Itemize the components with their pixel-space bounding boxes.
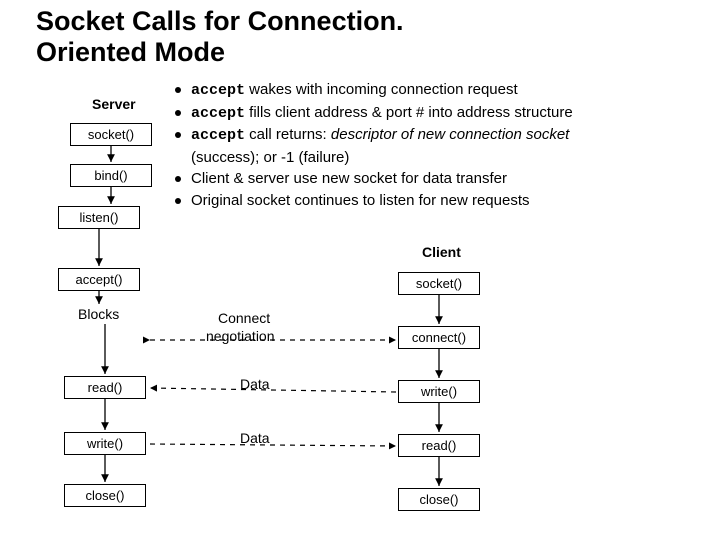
server-listen-box: listen() [58,206,140,229]
connect-msg-2: negotiation [206,328,275,344]
bullet-5: Original socket continues to listen for … [175,191,695,211]
bullet-2: accept fills client address & port # int… [175,103,695,124]
bullet-3b: (success); or -1 (failure) [175,148,695,168]
bullet-3: accept call returns: descriptor of new c… [175,125,695,146]
data-msg-2: Data [240,430,270,446]
bullet-4: Client & server use new socket for data … [175,169,695,189]
client-read-box: read() [398,434,480,457]
server-accept-box: accept() [58,268,140,291]
client-connect-box: connect() [398,326,480,349]
server-label: Server [92,96,136,112]
server-bind-box: bind() [70,164,152,187]
bullet-list: accept wakes with incoming connection re… [175,80,695,212]
client-socket-box: socket() [398,272,480,295]
client-close-box: close() [398,488,480,511]
connect-msg-1: Connect [218,310,270,326]
data-msg-1: Data [240,376,270,392]
title-line2: Oriented Mode [36,37,225,67]
server-write-box: write() [64,432,146,455]
bullet-1: accept wakes with incoming connection re… [175,80,695,101]
server-read-box: read() [64,376,146,399]
server-socket-box: socket() [70,123,152,146]
client-write-box: write() [398,380,480,403]
server-blocks-label: Blocks [78,306,119,322]
title-line1: Socket Calls for Connection. [36,6,404,36]
client-label: Client [422,244,461,260]
server-close-box: close() [64,484,146,507]
